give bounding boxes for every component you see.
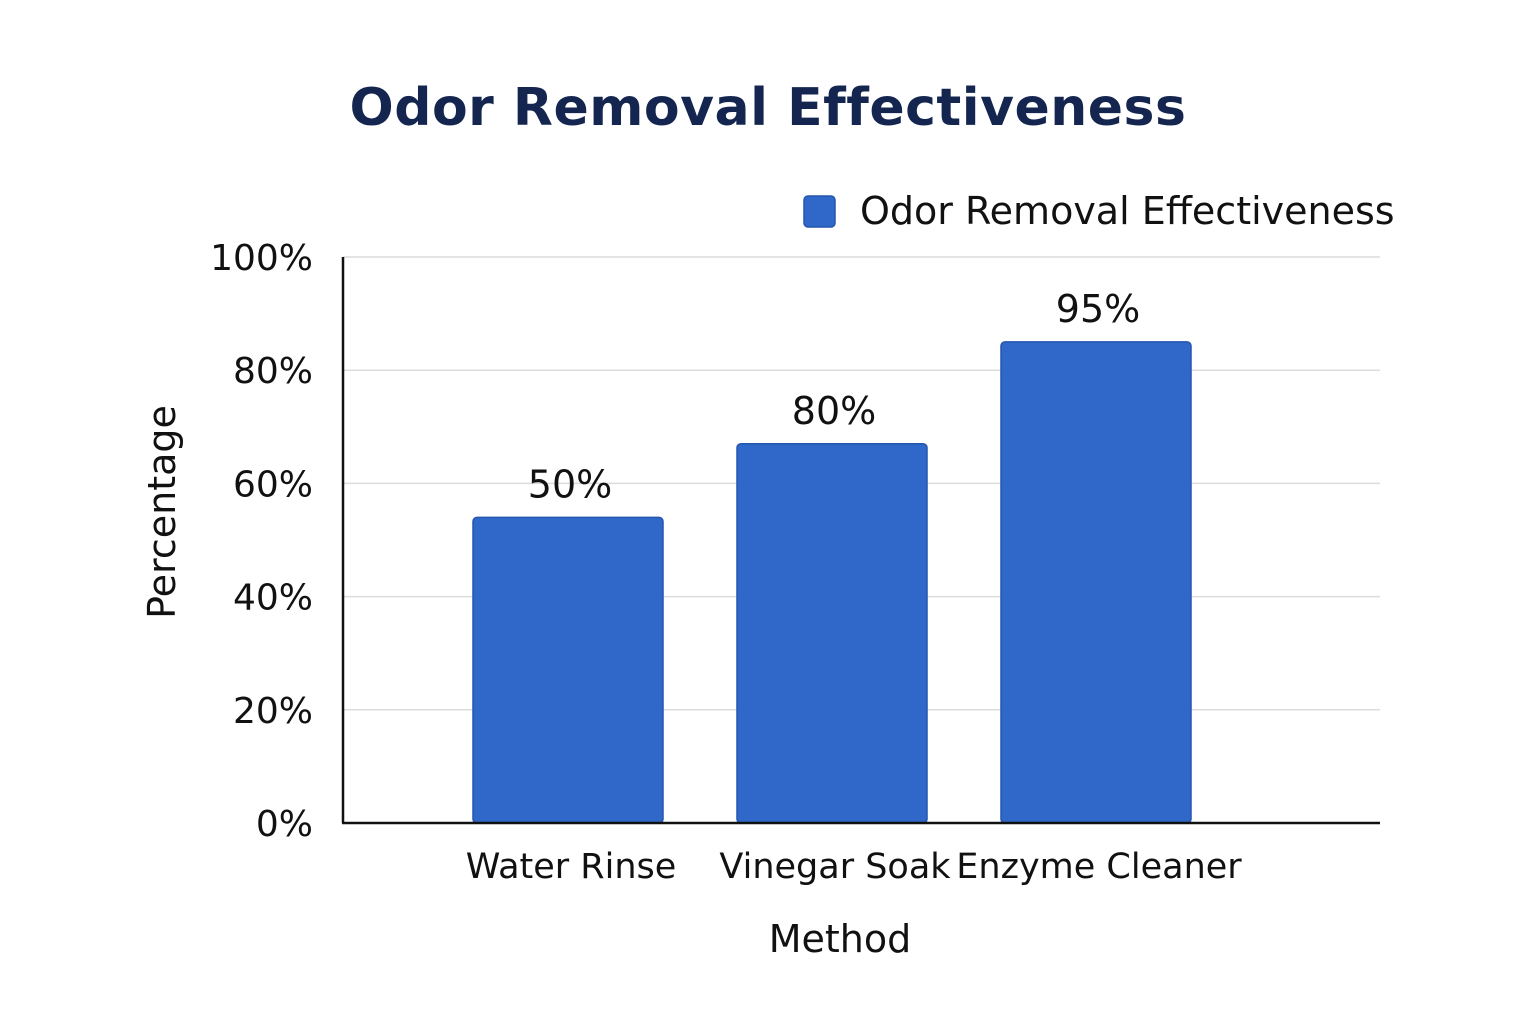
y-tick-label: 80% [233, 351, 313, 392]
bar [736, 443, 928, 824]
y-tick-label: 100% [210, 238, 313, 279]
axes [341, 257, 1380, 825]
x-tick-label: Enzyme Cleaner [956, 847, 1242, 887]
y-tick-label: 40% [233, 578, 313, 619]
data-label: 95% [1056, 287, 1140, 331]
bar [472, 516, 664, 824]
y-tick-label: 20% [233, 691, 313, 732]
x-tick-label: Water Rinse [466, 847, 677, 887]
data-label: 80% [792, 389, 876, 433]
bars [472, 341, 1192, 824]
legend-swatch [803, 195, 836, 228]
bar [1000, 341, 1192, 824]
y-tick-label: 0% [256, 804, 313, 845]
y-tick-label: 60% [233, 464, 313, 505]
y-axis-title: Percentage [140, 405, 184, 619]
legend: Odor Removal Effectiveness [803, 189, 1395, 233]
x-tick-label: Vinegar Soak [719, 847, 951, 887]
chart-title: Odor Removal Effectiveness [349, 78, 1187, 138]
labels: 0% 20% 40% 60% 80% 100% 50% Water Rinse 80% Vineg… [140, 238, 1242, 961]
data-label: 50% [528, 462, 612, 506]
legend-label: Odor Removal Effectiveness [860, 189, 1395, 233]
x-axis-title: Method [769, 917, 912, 961]
